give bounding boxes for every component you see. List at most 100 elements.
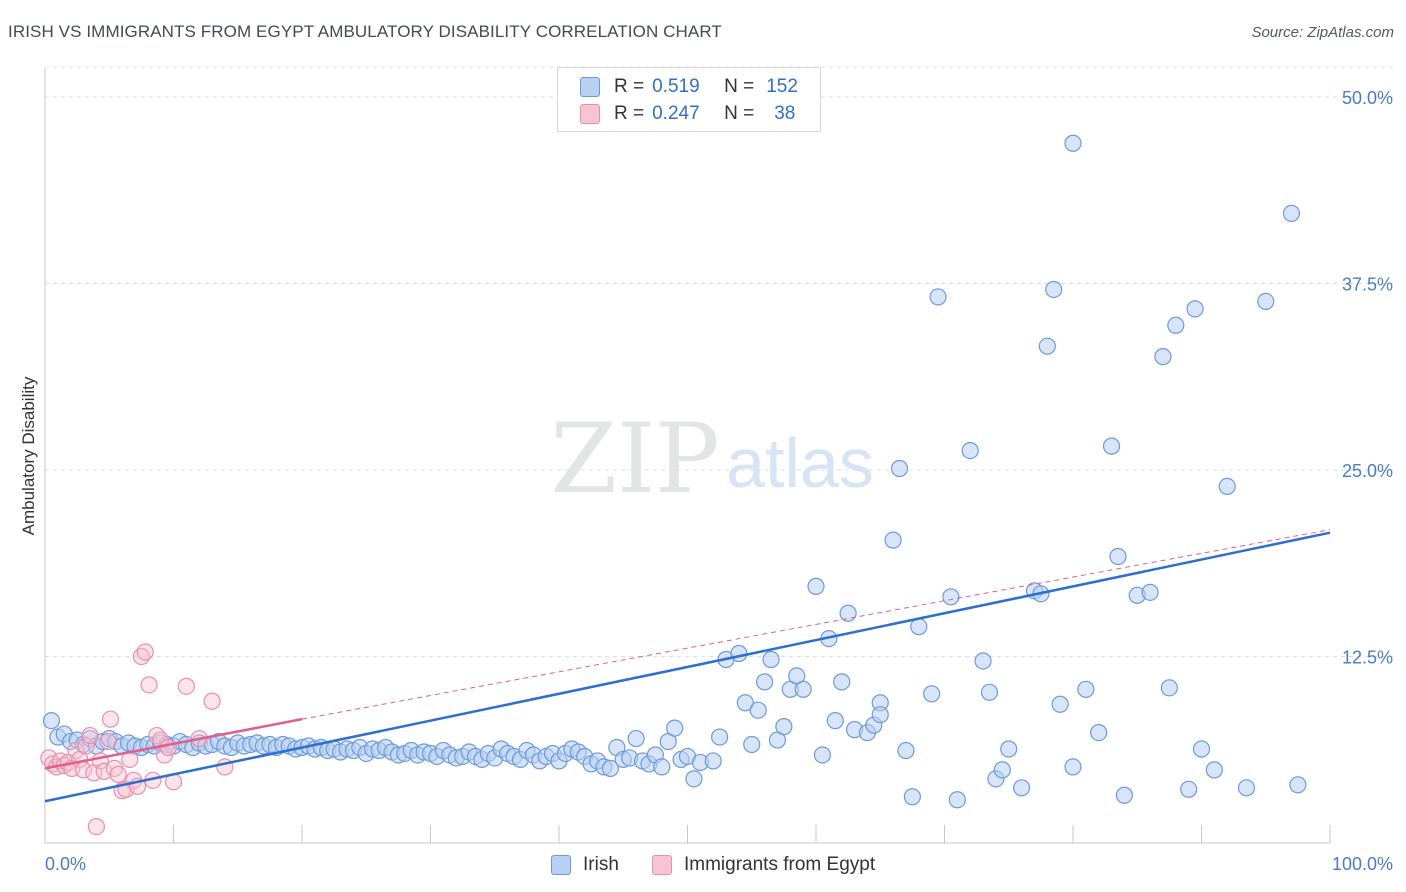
egypt-trend-line-dashed bbox=[301, 529, 1331, 720]
egypt-point bbox=[109, 765, 127, 783]
irish-point bbox=[1154, 348, 1172, 366]
irish-point bbox=[762, 650, 780, 669]
irish-point bbox=[755, 673, 774, 691]
bottom-legend-egypt: Immigrants from Egypt bbox=[652, 852, 875, 878]
irish-point bbox=[1186, 300, 1204, 318]
irish-point bbox=[923, 685, 941, 703]
irish-points bbox=[42, 134, 1307, 809]
irish-point bbox=[993, 761, 1011, 779]
legend-n-label: N = bbox=[724, 76, 755, 97]
irish-point bbox=[833, 673, 851, 691]
irish-point bbox=[948, 791, 966, 809]
watermark-zip: ZIP bbox=[550, 403, 719, 515]
irish-point bbox=[1218, 477, 1236, 496]
legend-n-value: 152 bbox=[766, 76, 798, 97]
irish-point bbox=[1115, 786, 1134, 804]
irish-point bbox=[1167, 316, 1185, 334]
irish-point bbox=[1160, 679, 1178, 697]
y-tick-label: 50.0% bbox=[1342, 88, 1393, 108]
irish-point bbox=[1141, 583, 1159, 601]
irish-point bbox=[1282, 204, 1301, 222]
egypt-point bbox=[136, 643, 154, 661]
egypt-point bbox=[67, 741, 85, 760]
irish-point bbox=[653, 758, 671, 776]
irish-point bbox=[1192, 740, 1211, 758]
y-tick-label: 25.0% bbox=[1342, 461, 1393, 481]
irish-point bbox=[685, 770, 703, 788]
legend-n-value: 38 bbox=[774, 103, 796, 124]
legend-n-label: N = bbox=[724, 103, 755, 124]
irish-point bbox=[929, 288, 947, 306]
watermark: ZIP atlas bbox=[550, 403, 874, 515]
irish-point bbox=[1237, 779, 1256, 797]
irish-point bbox=[903, 788, 921, 806]
irish-trend-line bbox=[44, 531, 1331, 803]
legend-row-irish: R = 0.519 N = 152 bbox=[580, 75, 798, 99]
irish-point bbox=[897, 741, 915, 760]
irish-point bbox=[1077, 680, 1095, 698]
irish-point bbox=[1205, 761, 1223, 779]
irish-point bbox=[1090, 723, 1108, 742]
legend-r-label: R = bbox=[614, 76, 645, 97]
irish-point bbox=[871, 706, 889, 724]
irish-point bbox=[601, 759, 620, 778]
x-tick-label: 100.0% bbox=[1332, 854, 1393, 874]
irish-point bbox=[1180, 780, 1198, 798]
egypt-point bbox=[99, 732, 117, 751]
bottom-legend-label-egypt: Immigrants from Egypt bbox=[684, 854, 876, 875]
bottom-legend-irish: Irish bbox=[551, 852, 619, 878]
egypt-point bbox=[87, 817, 106, 836]
trend-lines bbox=[44, 529, 1331, 803]
irish-point bbox=[807, 577, 825, 595]
y-axis-label: Ambulatory Disability bbox=[19, 376, 38, 535]
irish-point bbox=[1051, 695, 1069, 713]
egypt-point bbox=[77, 737, 95, 755]
y-tick-label: 12.5% bbox=[1342, 648, 1393, 668]
irish-point bbox=[1064, 134, 1082, 152]
irish-point bbox=[730, 644, 748, 663]
egypt-point bbox=[203, 692, 221, 710]
irish-point bbox=[1064, 758, 1082, 776]
irish-point bbox=[749, 701, 767, 719]
irish-point bbox=[910, 618, 928, 636]
watermark-atlas: atlas bbox=[726, 424, 874, 502]
tick-labels: 12.5% 25.0% 37.5% 50.0% 0.0% 100.0% bbox=[45, 88, 1393, 874]
irish-point bbox=[1289, 776, 1307, 794]
irish-point bbox=[627, 729, 645, 748]
irish-point bbox=[890, 459, 909, 478]
irish-point bbox=[42, 712, 61, 730]
irish-point bbox=[1012, 779, 1031, 797]
irish-point bbox=[839, 604, 857, 622]
legend: R = 0.519 N = 152 R = 0.247 N = 38 bbox=[557, 67, 821, 132]
egypt-point bbox=[159, 738, 177, 757]
bottom-legend-swatch-egypt bbox=[652, 855, 672, 875]
egypt-point bbox=[101, 710, 120, 728]
legend-r-value: 0.247 bbox=[652, 103, 700, 124]
egypt-point bbox=[95, 762, 113, 780]
irish-point bbox=[884, 531, 902, 549]
chart-title: IRISH VS IMMIGRANTS FROM EGYPT AMBULATOR… bbox=[8, 22, 722, 41]
x-tick-label: 0.0% bbox=[45, 854, 86, 874]
irish-point bbox=[974, 652, 992, 670]
legend-swatch-irish bbox=[580, 77, 600, 97]
irish-point bbox=[826, 712, 844, 730]
bottom-legend-label-irish: Irish bbox=[583, 854, 619, 875]
egypt-point bbox=[177, 677, 195, 695]
source-credit: Source: ZipAtlas.com bbox=[1251, 24, 1394, 41]
egypt-point bbox=[81, 726, 99, 745]
legend-row-egypt: R = 0.247 N = 38 bbox=[580, 102, 795, 126]
irish-point bbox=[1045, 280, 1063, 299]
irish-point bbox=[980, 683, 999, 701]
legend-swatch-egypt bbox=[580, 104, 600, 124]
irish-point bbox=[1109, 547, 1127, 566]
irish-point bbox=[794, 680, 812, 698]
egypt-point bbox=[140, 676, 158, 694]
irish-point bbox=[942, 588, 960, 606]
irish-point bbox=[704, 752, 722, 770]
irish-point bbox=[1000, 740, 1018, 758]
irish-point bbox=[775, 718, 793, 736]
irish-point bbox=[736, 694, 754, 712]
egypt-trend-line-solid bbox=[44, 717, 303, 770]
grid-lines bbox=[45, 66, 1395, 657]
